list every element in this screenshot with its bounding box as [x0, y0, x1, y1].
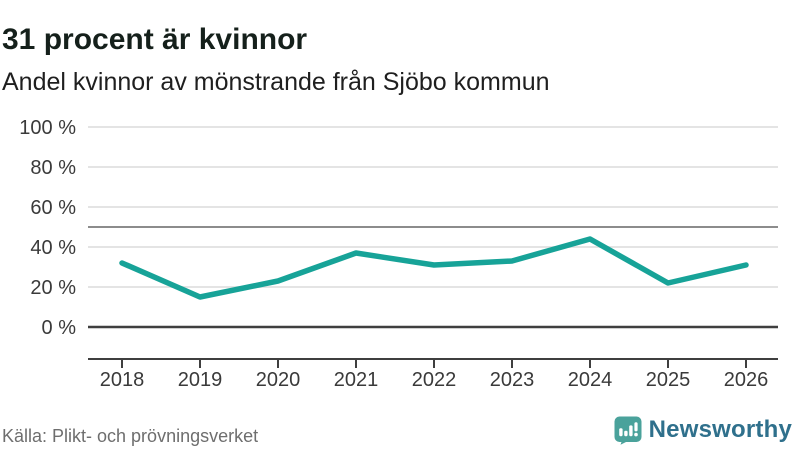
newsworthy-logo: Newsworthy	[614, 415, 792, 445]
chart-subtitle: Andel kvinnor av mönstrande från Sjöbo k…	[2, 68, 550, 96]
newsworthy-logo-icon	[614, 416, 642, 445]
x-tick-label: 2020	[256, 369, 301, 391]
y-tick-label: 80 %	[30, 157, 76, 179]
logo-exclamation-stem	[634, 421, 638, 431]
line-chart: 100 % 80 % 60 % 40 % 20 % 0 % 2018 2019 2020 2021…	[19, 117, 778, 391]
x-tick-label: 2019	[178, 369, 223, 391]
x-tick-label: 2018	[100, 369, 145, 391]
x-tick-label: 2025	[646, 369, 691, 391]
x-tick-label: 2022	[412, 369, 457, 391]
logo-bar-1	[618, 427, 623, 436]
logo-bar-2	[623, 430, 628, 436]
x-tick-label: 2024	[568, 369, 613, 391]
data-line	[119, 236, 749, 300]
chart-title: 31 procent är kvinnor	[2, 23, 308, 57]
logo-bar-3	[628, 424, 633, 436]
x-tick-label: 2023	[490, 369, 535, 391]
logo-bubble-shape	[614, 416, 642, 445]
y-tick-label: 60 %	[30, 197, 76, 219]
y-tick-label: 40 %	[30, 237, 76, 259]
y-tick-label: 100 %	[19, 117, 76, 139]
logo-exclamation-dot	[633, 432, 638, 436]
brand-wordmark: Newsworthy	[648, 416, 792, 443]
source-note: Källa: Plikt- och prövningsverket	[2, 426, 259, 446]
x-tick-label: 2021	[334, 369, 379, 391]
y-tick-label: 20 %	[30, 277, 76, 299]
y-tick-label: 0 %	[42, 317, 77, 339]
x-tick-label: 2026	[724, 369, 769, 391]
